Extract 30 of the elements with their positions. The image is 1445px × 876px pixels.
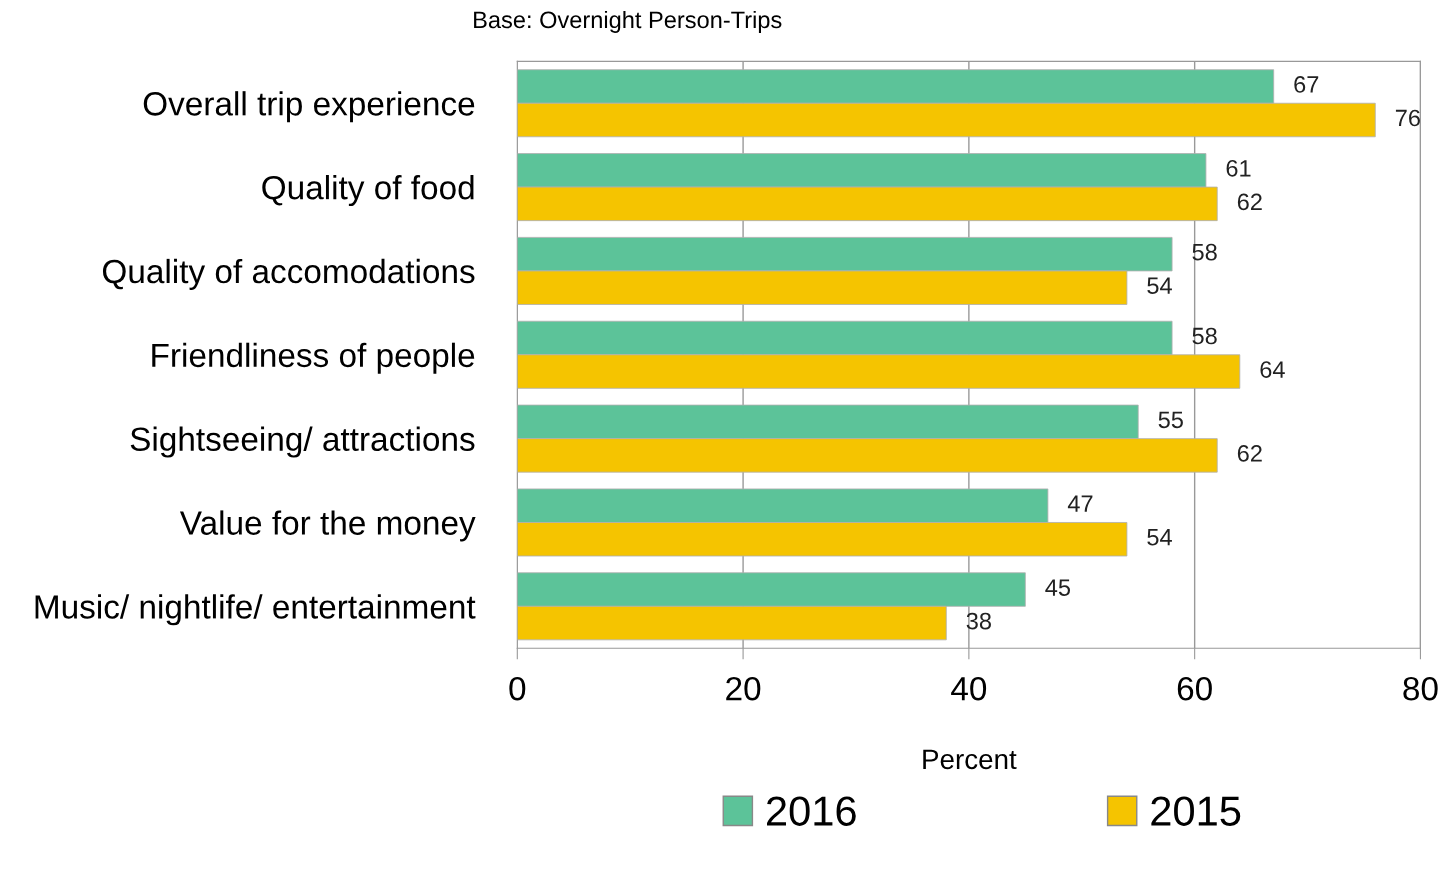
data-label: 62: [1237, 445, 1262, 462]
chart-title: Base: Overnight Person-Trips: [474, 10, 782, 33]
data-label: 54: [1147, 529, 1172, 546]
legend-label: 2016: [767, 796, 856, 826]
y-tick-label: Overall trip experience: [143, 91, 475, 123]
data-label: 47: [1067, 495, 1093, 512]
y-tick-label: Quality of accomodations: [102, 258, 475, 290]
data-label: 67: [1294, 76, 1319, 93]
y-tick-label: Quality of food: [262, 175, 474, 207]
data-label: 62: [1237, 193, 1262, 211]
data-label: 38: [966, 612, 991, 630]
y-tick-label: Friendliness of people: [152, 342, 475, 374]
x-tick-label: 80: [1403, 676, 1438, 701]
x-tick-label: 60: [1177, 676, 1212, 701]
data-label: 58: [1192, 243, 1217, 261]
data-label: 55: [1158, 411, 1183, 429]
legend-label: 2015: [1151, 796, 1241, 826]
y-tick-label: Value for the money: [179, 510, 476, 542]
y-tick-label: Sightseeing/ attractions: [130, 426, 475, 458]
x-tick-label: 40: [951, 676, 987, 701]
x-tick-label: 20: [726, 676, 761, 701]
data-label: 76: [1395, 109, 1420, 127]
data-label: 54: [1147, 277, 1172, 295]
y-tick-label: Music/ nightlife/ entertainment: [35, 594, 476, 626]
data-label: 64: [1260, 361, 1285, 378]
data-label: 45: [1045, 579, 1071, 596]
x-axis-title: Percent: [923, 749, 1017, 770]
data-label: 61: [1226, 159, 1251, 177]
data-label: 58: [1192, 327, 1217, 345]
x-tick-label: 0: [509, 676, 526, 701]
